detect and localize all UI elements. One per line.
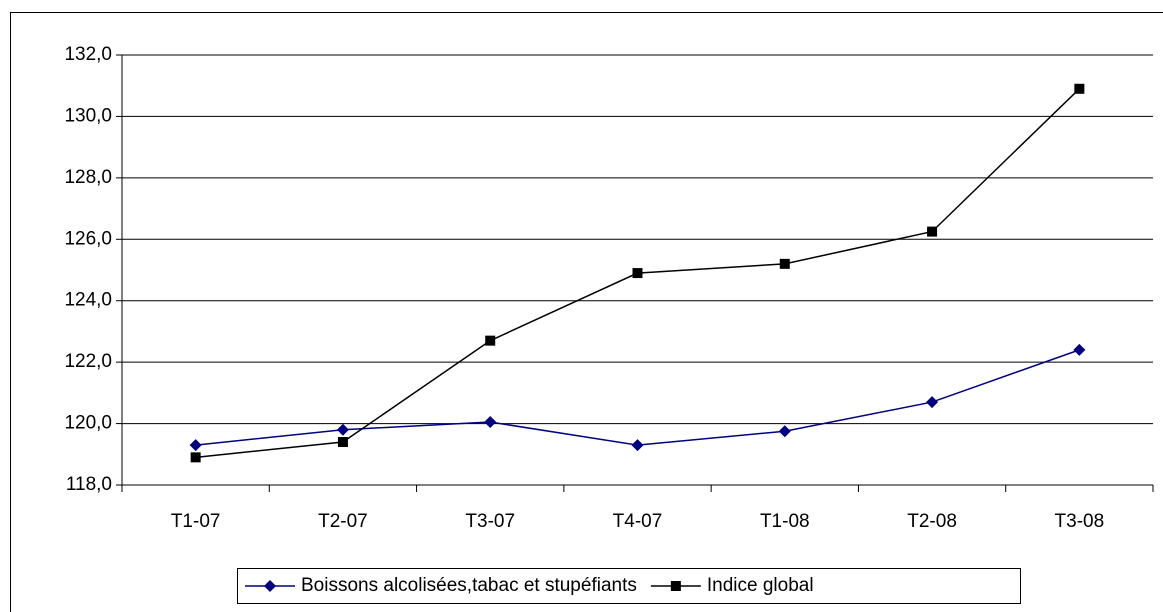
legend-label: Boissons alcolisées,tabac et stupéfiants xyxy=(301,575,637,596)
marker xyxy=(632,268,643,279)
x-tick-label: T3-08 xyxy=(1055,511,1105,532)
y-tick-label: 124,0 xyxy=(64,290,112,311)
y-tick-label: 130,0 xyxy=(64,105,112,126)
chart-border xyxy=(10,12,1163,612)
x-tick-label: T1-07 xyxy=(171,511,221,532)
marker xyxy=(484,416,497,429)
marker xyxy=(779,258,790,269)
legend-box xyxy=(237,568,1021,604)
y-tick-label: 132,0 xyxy=(64,44,112,65)
x-tick-label: T1-08 xyxy=(760,511,810,532)
marker xyxy=(927,226,938,237)
y-tick-label: 126,0 xyxy=(64,228,112,249)
x-tick-label: T2-07 xyxy=(318,511,368,532)
marker xyxy=(778,425,791,438)
marker xyxy=(926,396,939,409)
marker xyxy=(336,423,349,436)
marker xyxy=(1073,343,1086,356)
x-tick-label: T3-07 xyxy=(465,511,515,532)
marker xyxy=(670,581,681,591)
marker xyxy=(264,580,276,592)
y-tick-label: 122,0 xyxy=(64,351,112,372)
x-tick-label: T2-08 xyxy=(907,511,957,532)
marker xyxy=(337,437,348,447)
y-tick-label: 128,0 xyxy=(64,167,112,188)
marker xyxy=(190,452,201,463)
marker xyxy=(485,335,496,346)
y-tick-label: 120,0 xyxy=(64,413,112,434)
marker xyxy=(631,439,644,452)
x-tick-label: T4-07 xyxy=(613,511,663,532)
marker xyxy=(189,439,202,452)
y-tick-label: 118,0 xyxy=(66,474,112,495)
series-line xyxy=(195,349,1080,446)
legend-label: Indice global xyxy=(707,575,814,596)
marker xyxy=(1074,83,1085,94)
